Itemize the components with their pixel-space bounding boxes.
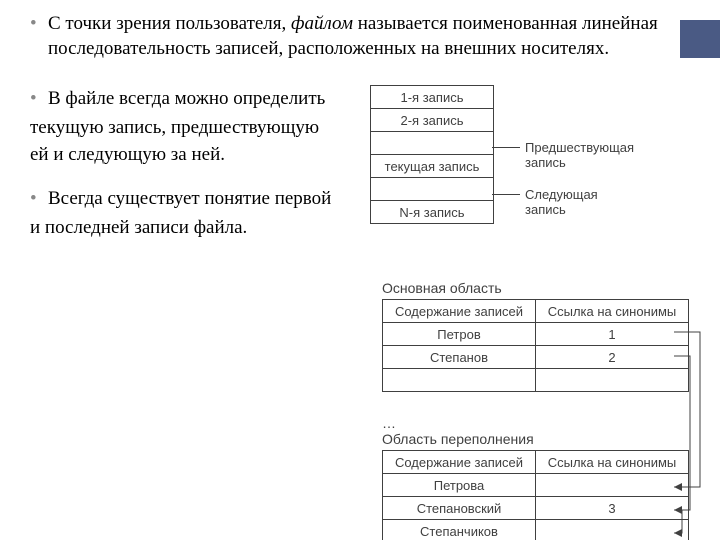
oa-r0c0: Петрова (383, 474, 536, 497)
main-area-table: Содержание записей Ссылка на синонимы Пе… (382, 299, 689, 392)
overflow-area-title: Область переполнения (382, 431, 689, 447)
ma-r1c1: 2 (536, 346, 689, 369)
ma-r1c0: Степанов (383, 346, 536, 369)
accent-block (680, 20, 720, 58)
rec-3 (371, 132, 494, 155)
label-prev: Предшествующая запись (525, 140, 634, 170)
main-area-block: Основная область Содержание записей Ссыл… (382, 280, 689, 392)
ma-r2c0 (383, 369, 536, 392)
b1-pre: С точки зрения пользователя, (48, 13, 291, 34)
rec-1: 1-я запись (371, 86, 494, 109)
line-3a: и последней записи файла. (30, 216, 370, 241)
rec-2: 2-я запись (371, 109, 494, 132)
line-2a: текущую запись, предшествующую (30, 116, 370, 141)
oa-r1c1: 3 (536, 497, 689, 520)
overflow-area-block: … Область переполнения Содержание записе… (382, 415, 689, 540)
bullet-2: В файле всегда можно определить (30, 87, 388, 112)
overflow-ellipsis: … (382, 415, 689, 431)
oa-r2c0: Степанчиков (383, 520, 536, 540)
records-table: 1-я запись 2-я запись текущая запись N-я… (370, 85, 494, 224)
ma-r2c1 (536, 369, 689, 392)
ma-r0c1: 1 (536, 323, 689, 346)
rec-5 (371, 178, 494, 201)
main-area-title: Основная область (382, 280, 689, 296)
oa-r0c1 (536, 474, 689, 497)
b1-em: файлом (291, 13, 353, 34)
bullet-1: С точки зрения пользователя, файлом назы… (30, 12, 670, 61)
ma-head-a: Содержание записей (383, 300, 536, 323)
oa-r2c1 (536, 520, 689, 540)
rec-cur: текущая запись (371, 155, 494, 178)
label-next: Следующая запись (525, 187, 598, 217)
rec-n: N-я запись (371, 201, 494, 224)
records-diagram: 1-я запись 2-я запись текущая запись N-я… (370, 85, 494, 224)
ma-head-b: Ссылка на синонимы (536, 300, 689, 323)
ma-r0c0: Петров (383, 323, 536, 346)
oa-r1c0: Степановский (383, 497, 536, 520)
line-2b: ей и следующую за ней. (30, 143, 370, 168)
bullet-3: Всегда существует понятие первой (30, 187, 388, 212)
oa-head-b: Ссылка на синонимы (536, 451, 689, 474)
overflow-area-table: Содержание записей Ссылка на синонимы Пе… (382, 450, 689, 540)
oa-head-a: Содержание записей (383, 451, 536, 474)
